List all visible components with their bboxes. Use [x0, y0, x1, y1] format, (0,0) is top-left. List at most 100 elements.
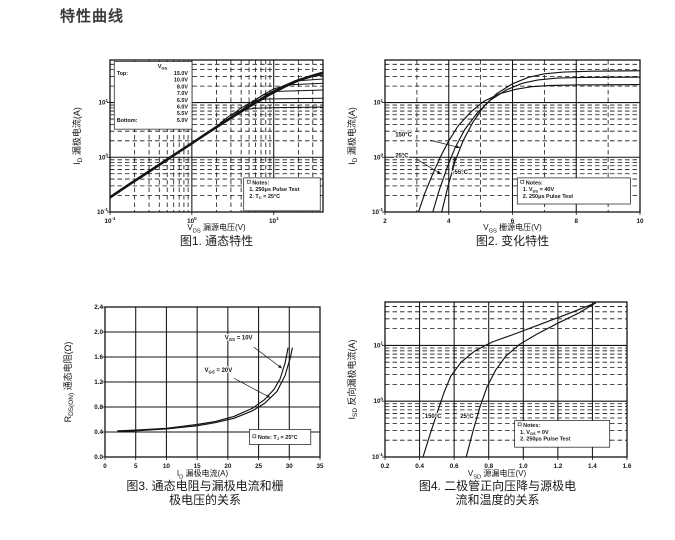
svg-text:101: 101: [98, 98, 108, 107]
figure3-caption: 图3. 通态电阻与漏极电流和栅 极电压的关系: [80, 479, 330, 507]
svg-text:8.0V: 8.0V: [177, 84, 188, 90]
figure4-plot: 0.2 0.4 0.6 0.8 1.0 1.2 1.4 1.6 10-1 100 101 ISD 反向…: [346, 301, 632, 470]
svg-text:2. 250μs Pulse Test: 2. 250μs Pulse Test: [520, 437, 571, 443]
svg-text:6: 6: [511, 218, 515, 225]
svg-text:1.6: 1.6: [94, 354, 103, 361]
figure4-caption-line: 图4. 二极管正向压降与源极电: [418, 479, 577, 493]
curve-VGS-8.0V: [265, 74, 323, 97]
svg-text:1.2: 1.2: [553, 463, 562, 470]
plot-frame: [109, 59, 324, 213]
svg-text:Notes:: Notes:: [526, 180, 543, 186]
svg-text:5.0V: 5.0V: [177, 118, 188, 124]
svg-text:100: 100: [98, 152, 108, 161]
svg-text:100: 100: [373, 152, 383, 161]
svg-text:30: 30: [286, 463, 294, 470]
figure3-caption-line: 极电压的关系: [168, 493, 241, 507]
svg-text:2: 2: [383, 218, 387, 225]
svg-text:6.0V: 6.0V: [177, 105, 188, 111]
svg-text:101: 101: [373, 98, 383, 107]
svg-text:101: 101: [373, 341, 383, 350]
curve-VGS-8.0V-15.0V-overlap: [110, 71, 323, 199]
svg-text:Notes:: Notes:: [523, 423, 540, 429]
grid: [105, 307, 320, 457]
svg-text:35: 35: [316, 463, 324, 470]
svg-text:1.2: 1.2: [94, 379, 103, 386]
curve-label: -55°C: [453, 170, 469, 176]
svg-text:15.0V: 15.0V: [174, 71, 188, 77]
y-axis-label: ISD 反向漏极电流(A): [346, 339, 359, 419]
svg-text:0.8: 0.8: [484, 463, 493, 470]
series: [117, 347, 293, 432]
figure1-x-axis-label: VDS 漏源电压(V): [187, 223, 246, 235]
svg-text:0.6: 0.6: [450, 463, 459, 470]
figure2-x-axis-label: VGS 栅源电压(V): [483, 223, 542, 235]
series: [110, 71, 323, 199]
svg-text:7.0V: 7.0V: [177, 91, 188, 97]
svg-text:1. 250μs Pulse Test: 1. 250μs Pulse Test: [249, 187, 300, 193]
notes-box: Note: TJ = 25°C: [249, 429, 312, 445]
svg-text:1. VGS = 0V: 1. VGS = 0V: [520, 430, 549, 436]
svg-text:0.4: 0.4: [94, 429, 103, 436]
svg-text:2.0: 2.0: [94, 329, 103, 336]
svg-text:10-1: 10-1: [97, 207, 109, 216]
svg-text:10-1: 10-1: [372, 207, 384, 216]
curve-VGS-20V: [117, 347, 293, 432]
svg-text:1. VDS = 40V: 1. VDS = 40V: [523, 187, 555, 193]
svg-text:0: 0: [103, 463, 107, 470]
svg-text:1.6: 1.6: [623, 463, 632, 470]
svg-text:25: 25: [255, 463, 263, 470]
figure4-x-axis-label: VSD 源漏电压(V): [467, 469, 527, 481]
curve--55-C: [441, 70, 640, 212]
svg-text:20: 20: [224, 463, 232, 470]
svg-text:1.4: 1.4: [588, 463, 597, 470]
svg-text:Bottom:: Bottom:: [117, 118, 138, 124]
curve-label: VGS = 20V: [205, 368, 233, 374]
svg-text:15: 15: [194, 463, 202, 470]
svg-text:0.0: 0.0: [94, 454, 103, 461]
svg-text:100: 100: [373, 396, 383, 405]
svg-text:6.5V: 6.5V: [177, 98, 188, 104]
svg-text:Top:: Top:: [117, 71, 128, 77]
svg-text:VGS: VGS: [158, 64, 168, 70]
figure2-caption-line: 图2. 变化特性: [475, 234, 550, 248]
figure3-x-axis-label: ID 漏极电流(A): [176, 469, 229, 481]
svg-text:1.0: 1.0: [519, 463, 528, 470]
curve-label: 150°C: [425, 414, 442, 420]
figure4-caption: 图4. 二极管正向压降与源极电 流和温度的关系: [365, 479, 630, 507]
figure1-caption: 图1. 通态特性: [110, 234, 323, 248]
svg-text:10: 10: [163, 463, 171, 470]
curve-150-C: [417, 84, 640, 212]
svg-text:0.8: 0.8: [94, 404, 103, 411]
figure3-plot: 0 5 10 15 20 25 30 35 0.0 0.4 0.8 1.2 1.6 2.0 2.4 RDS(O…: [62, 304, 324, 470]
figure4-caption-line: 流和温度的关系: [455, 493, 540, 507]
curve-label: VGS = 10V: [225, 336, 253, 342]
page-title: 特性曲线: [60, 8, 125, 25]
figure2-plot: 2 4 6 8 10 10-1 100 101 ID 漏极电流(A) Notes:1. VDS =…: [346, 59, 644, 225]
curve-VGS-5.0V: [219, 106, 323, 124]
svg-text:2. TC = 25°C: 2. TC = 25°C: [249, 194, 280, 200]
curve-VGS-6.5V: [248, 82, 323, 106]
y-axis-label: ID 漏极电流(A): [71, 107, 84, 165]
figure3-caption-line: 图3. 通态电阻与漏极电流和栅: [126, 479, 284, 493]
svg-text:Note: TJ = 25°C: Note: TJ = 25°C: [258, 435, 298, 441]
y-axis-label: RDS(ON) 通态电阻(Ω): [62, 342, 75, 423]
curve-label: 25°C: [460, 414, 474, 420]
curve-25-C: [465, 302, 597, 457]
svg-text:100: 100: [187, 216, 197, 225]
figure2-caption: 图2. 变化特性: [385, 234, 640, 248]
svg-text:0.4: 0.4: [415, 463, 424, 470]
grid: [385, 302, 627, 457]
svg-text:10: 10: [636, 218, 644, 225]
notes-box: Notes:1. VGS = 0V2. 250μs Pulse Test: [514, 420, 611, 448]
svg-text:10.0V: 10.0V: [174, 78, 188, 84]
svg-text:10-1: 10-1: [372, 452, 384, 461]
curve-label: 150°C: [395, 132, 412, 138]
curve-150-C: [422, 302, 597, 457]
svg-text:10-1: 10-1: [104, 216, 116, 225]
svg-text:5: 5: [134, 463, 138, 470]
grid: [385, 60, 640, 212]
y-axis-label: ID 漏极电流(A): [346, 107, 359, 165]
svg-text:0.2: 0.2: [381, 463, 390, 470]
